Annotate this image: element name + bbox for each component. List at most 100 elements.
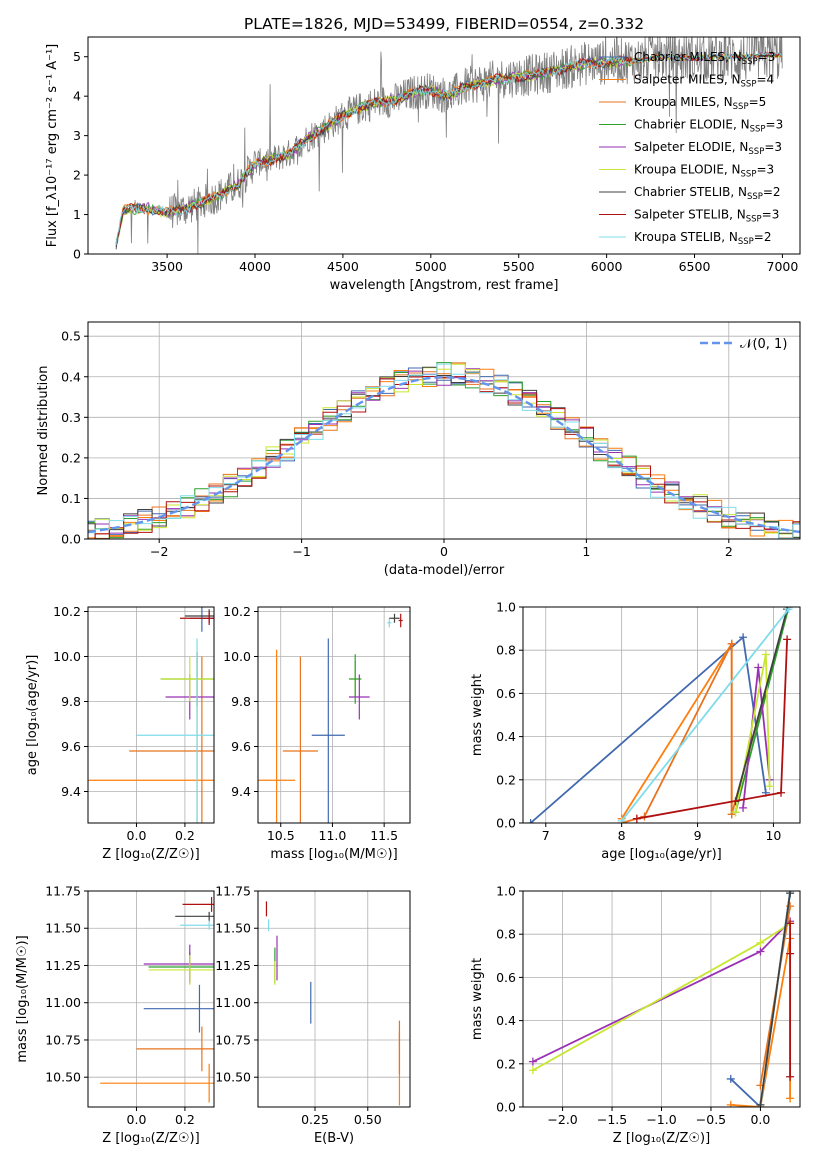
x-tick-label: 9	[694, 828, 702, 843]
y-tick-label: 9.8	[231, 694, 251, 709]
y-tick-label: 0.6	[496, 686, 516, 701]
errorbar-point	[348, 674, 370, 720]
panel-5: 7 8 9 10 0.0 0.2 0.4 0.6 0.8 1.0 age [log₁₀(age/yr…	[470, 600, 801, 862]
y-axis-label: mass weight	[470, 674, 485, 756]
weight-marker	[754, 663, 763, 672]
plot-area	[265, 901, 401, 1106]
x-tick-label: 6500	[679, 259, 711, 274]
y-tick-label: 11.00	[215, 995, 251, 1010]
errorbar-point	[129, 656, 214, 823]
y-tick-label: 0.3	[61, 410, 81, 425]
gridlines	[258, 890, 410, 1107]
y-axis-label: Flux [f_λ10⁻¹⁷ erg cm⁻² s⁻¹ A⁻¹]	[45, 44, 60, 248]
y-tick-label: 0.8	[496, 927, 516, 942]
weight-marker	[786, 1072, 795, 1081]
weight-marker	[786, 1094, 795, 1103]
legend-label: Chabrier MILES, NSSP=3	[634, 50, 775, 67]
plot-area	[100, 896, 214, 1103]
weight-marker	[727, 639, 736, 648]
errorbar-point	[258, 649, 296, 823]
errorbar-point	[311, 638, 345, 823]
y-tick-label: 10.75	[45, 1032, 81, 1047]
panel-4: 10.5 11.0 11.5 9.4 9.6 9.8 10.0 10.2 mass [log₁₀…	[223, 604, 411, 862]
legend-subscript: SSP	[741, 170, 757, 180]
weight-marker	[783, 635, 792, 644]
errorbar-point	[136, 1026, 214, 1072]
legend-label: Salpeter ELODIE, NSSP=3	[634, 140, 782, 157]
legend-subscript: SSP	[748, 147, 764, 157]
x-tick-label: 5000	[415, 259, 447, 274]
y-tick-label: 0.0	[496, 1100, 516, 1115]
residual-histogram	[88, 363, 800, 539]
weight-line	[734, 608, 788, 802]
x-tick-label: 4500	[327, 259, 359, 274]
weight-marker	[756, 938, 765, 947]
weight-marker	[765, 782, 774, 791]
errorbar-point	[143, 984, 214, 1033]
residual-histogram	[88, 362, 800, 539]
errorbar-point	[182, 896, 214, 912]
y-tick-label: 9.6	[61, 739, 81, 754]
weight-marker	[528, 1066, 537, 1075]
x-tick-label: 3500	[151, 259, 183, 274]
x-tick-label: −1.5	[597, 1112, 627, 1127]
axes-frame	[87, 890, 215, 1108]
y-tick-label: 9.8	[61, 694, 81, 709]
errorbar-point	[100, 1063, 214, 1103]
x-tick-label: 0.25	[301, 1112, 329, 1127]
y-tick-label: 0.1	[61, 491, 81, 506]
model-spectrum	[115, 52, 782, 245]
plot-area	[528, 891, 795, 1107]
legend-suffix: =2	[763, 185, 781, 199]
y-tick-label: 0.5	[61, 329, 81, 344]
errorbar-point	[387, 618, 392, 628]
y-tick-label: 4	[73, 89, 81, 104]
y-tick-label: 1	[73, 207, 81, 222]
x-tick-label: 10.5	[267, 828, 295, 843]
errorbar-point	[398, 613, 403, 628]
errorbar-point	[180, 920, 214, 930]
y-tick-label: 11.75	[45, 884, 81, 899]
plot-area	[115, 37, 783, 254]
y-tick-label: 0.2	[496, 772, 516, 787]
legend-subscript: SSP	[742, 57, 758, 67]
legend-label: Chabrier ELODIE, NSSP=3	[634, 118, 783, 135]
weight-marker	[756, 1100, 765, 1107]
y-tick-label: 9.6	[231, 739, 251, 754]
x-tick-label: 7000	[767, 259, 799, 274]
errorbar-point	[180, 611, 214, 625]
weight-marker	[726, 1100, 735, 1107]
weight-marker	[528, 1057, 537, 1066]
y-tick-label: 11.25	[215, 958, 251, 973]
plot-area	[258, 613, 403, 823]
y-tick-label: 0.0	[61, 532, 81, 547]
y-tick-label: 0.4	[496, 1013, 516, 1028]
y-tick-label: 9.4	[231, 784, 251, 799]
x-axis-label: Z [log₁₀(Z/Z☉)]	[102, 1131, 199, 1146]
errorbar-point	[160, 656, 214, 702]
y-tick-label: 2	[73, 168, 81, 183]
x-tick-label: 0.2	[175, 828, 195, 843]
weight-line	[620, 640, 733, 820]
legend-suffix: =4	[756, 73, 774, 87]
legend-subscript: SSP	[750, 125, 766, 135]
x-tick-label: 5500	[503, 259, 535, 274]
panel-3: 0.0 0.2 9.4 9.6 9.8 10.0 10.2 Z [log₁₀(Z/Z☉)] ag…	[25, 604, 215, 862]
y-axis-label: Normed distribution	[36, 366, 51, 496]
legend-label: Salpeter STELIB, NSSP=3	[634, 208, 779, 225]
y-tick-label: 10.2	[223, 604, 251, 619]
weight-marker	[786, 949, 795, 958]
normal-curve	[88, 375, 800, 534]
weight-line	[759, 893, 791, 1105]
weight-marker	[739, 633, 748, 642]
y-tick-label: 0.4	[496, 729, 516, 744]
x-axis-label: mass [log₁₀(M/M☉)]	[270, 847, 397, 862]
y-tick-label: 0.8	[496, 643, 516, 658]
weight-marker	[726, 1074, 735, 1083]
plot-area	[526, 607, 793, 823]
y-tick-label: 0.2	[61, 450, 81, 465]
x-axis-label: Z [log₁₀(Z/Z☉)]	[102, 847, 199, 862]
errorbar-point	[136, 638, 214, 823]
y-tick-label: 1.0	[496, 884, 516, 899]
